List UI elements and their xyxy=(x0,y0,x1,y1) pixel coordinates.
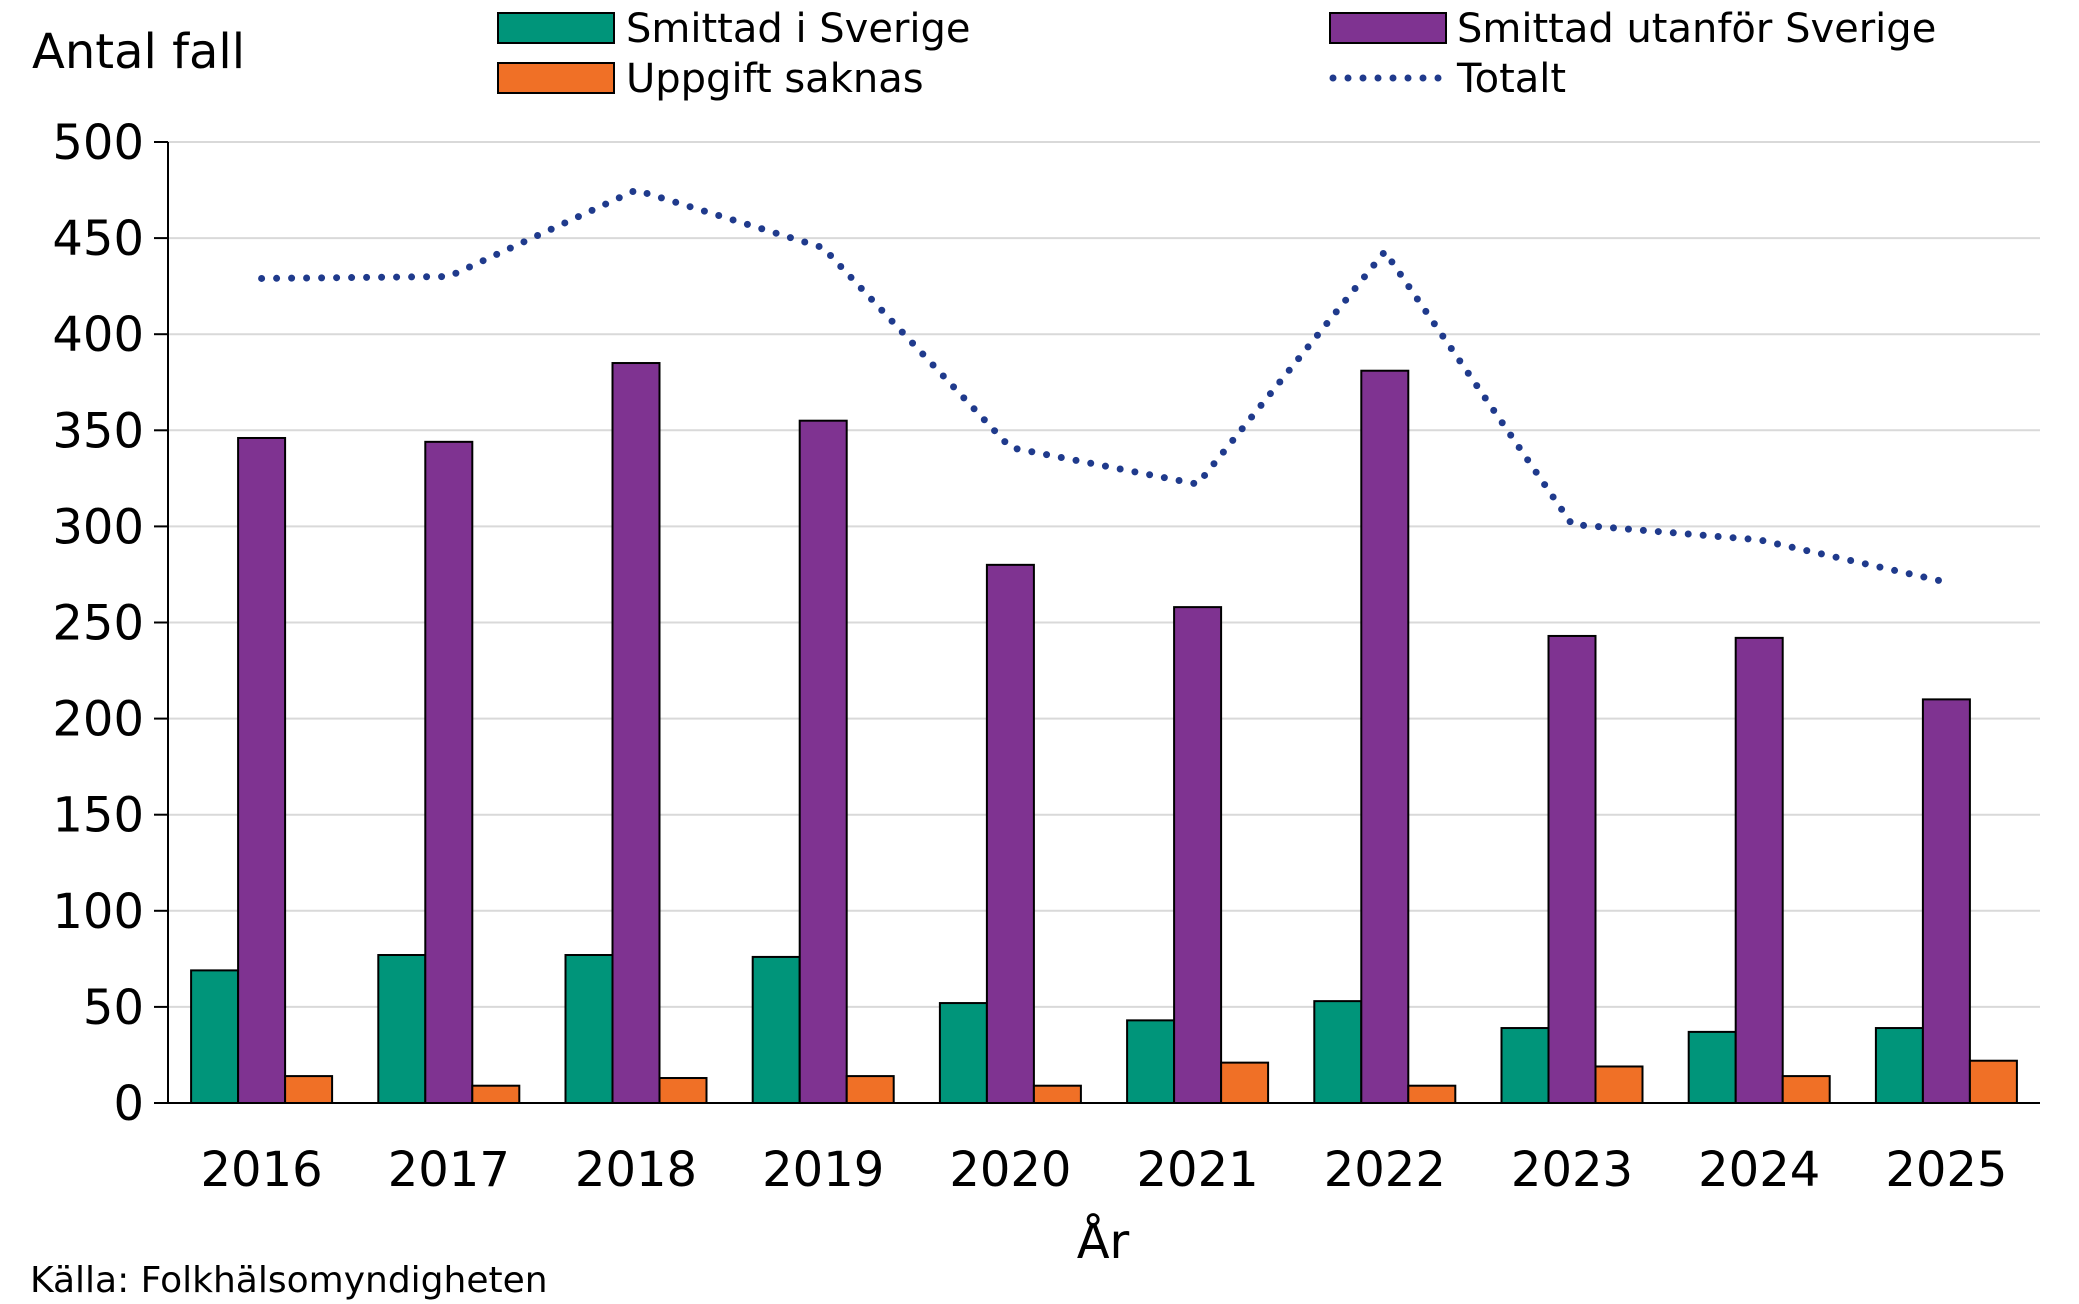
bar-smittad-utanf-r-sverige-2022 xyxy=(1361,371,1408,1103)
bar-uppgift-saknas-2019 xyxy=(847,1076,894,1103)
totalt-line xyxy=(262,190,1947,582)
x-tick-label-2025: 2025 xyxy=(1885,1142,2007,1198)
bar-uppgift-saknas-2024 xyxy=(1783,1076,1830,1103)
legend-swatch-smittad-i-sverige xyxy=(498,13,614,43)
bar-uppgift-saknas-2022 xyxy=(1408,1086,1455,1103)
bar-smittad-i-sverige-2019 xyxy=(753,957,800,1103)
bar-uppgift-saknas-2025 xyxy=(1970,1061,2017,1103)
y-tick-label-350: 350 xyxy=(52,403,144,459)
bar-smittad-utanf-r-sverige-2016 xyxy=(238,438,285,1103)
source-label: Källa: Folkhälsomyndigheten xyxy=(30,1260,548,1300)
bar-uppgift-saknas-2023 xyxy=(1596,1066,1643,1103)
x-tick-label-2020: 2020 xyxy=(949,1142,1071,1198)
bar-smittad-utanf-r-sverige-2018 xyxy=(613,363,660,1103)
legend-swatch-uppgift-saknas xyxy=(498,63,614,93)
y-tick-label-500: 500 xyxy=(52,115,144,171)
bar-smittad-i-sverige-2018 xyxy=(566,955,613,1103)
y-tick-label-100: 100 xyxy=(52,884,144,940)
y-axis-title: Antal fall xyxy=(32,24,245,80)
bar-smittad-i-sverige-2017 xyxy=(378,955,425,1103)
y-tick-label-50: 50 xyxy=(83,980,144,1036)
legend-label-totalt: Totalt xyxy=(1456,56,1566,102)
y-tick-label-300: 300 xyxy=(52,499,144,555)
bar-smittad-utanf-r-sverige-2023 xyxy=(1549,636,1596,1103)
bar-uppgift-saknas-2017 xyxy=(472,1086,519,1103)
bars xyxy=(191,363,2017,1103)
x-tick-label-2022: 2022 xyxy=(1324,1142,1446,1198)
bar-smittad-utanf-r-sverige-2021 xyxy=(1174,607,1221,1103)
bar-smittad-utanf-r-sverige-2024 xyxy=(1736,638,1783,1103)
x-tick-label-2021: 2021 xyxy=(1137,1142,1259,1198)
legend-label-uppgift-saknas: Uppgift saknas xyxy=(626,56,924,102)
x-tick-label-2016: 2016 xyxy=(201,1142,323,1198)
legend-swatch-smittad-utanfor-sverige xyxy=(1330,13,1446,43)
y-tick-label-400: 400 xyxy=(52,307,144,363)
total-line xyxy=(262,190,1947,582)
x-tick-label-2018: 2018 xyxy=(575,1142,697,1198)
x-tick-label-2023: 2023 xyxy=(1511,1142,1633,1198)
bar-smittad-utanf-r-sverige-2017 xyxy=(425,442,472,1103)
bar-uppgift-saknas-2016 xyxy=(285,1076,332,1103)
bar-smittad-i-sverige-2016 xyxy=(191,970,238,1103)
bar-uppgift-saknas-2021 xyxy=(1221,1063,1268,1103)
legend: Smittad i Sverige Smittad utanför Sverig… xyxy=(498,6,1936,102)
bar-uppgift-saknas-2018 xyxy=(660,1078,707,1103)
bar-smittad-utanf-r-sverige-2019 xyxy=(800,421,847,1103)
bar-smittad-utanf-r-sverige-2025 xyxy=(1923,699,1970,1103)
x-tick-label-2024: 2024 xyxy=(1698,1142,1820,1198)
bar-smittad-i-sverige-2025 xyxy=(1876,1028,1923,1103)
bar-uppgift-saknas-2020 xyxy=(1034,1086,1081,1103)
y-tick-label-0: 0 xyxy=(113,1076,144,1132)
x-axis-title: År xyxy=(1077,1213,1130,1270)
y-tick-label-250: 250 xyxy=(52,596,144,652)
x-tick-label-2019: 2019 xyxy=(762,1142,884,1198)
bar-smittad-i-sverige-2023 xyxy=(1502,1028,1549,1103)
legend-label-smittad-i-sverige: Smittad i Sverige xyxy=(626,6,971,52)
bar-smittad-i-sverige-2024 xyxy=(1689,1032,1736,1103)
x-tick-label-2017: 2017 xyxy=(388,1142,510,1198)
bar-smittad-utanf-r-sverige-2020 xyxy=(987,565,1034,1103)
bar-smittad-i-sverige-2022 xyxy=(1314,1001,1361,1103)
y-tick-label-450: 450 xyxy=(52,211,144,267)
y-tick-label-200: 200 xyxy=(52,692,144,748)
bar-smittad-i-sverige-2020 xyxy=(940,1003,987,1103)
bar-smittad-i-sverige-2021 xyxy=(1127,1020,1174,1103)
legend-label-smittad-utanfor-sverige: Smittad utanför Sverige xyxy=(1457,6,1936,52)
y-tick-label-150: 150 xyxy=(52,788,144,844)
